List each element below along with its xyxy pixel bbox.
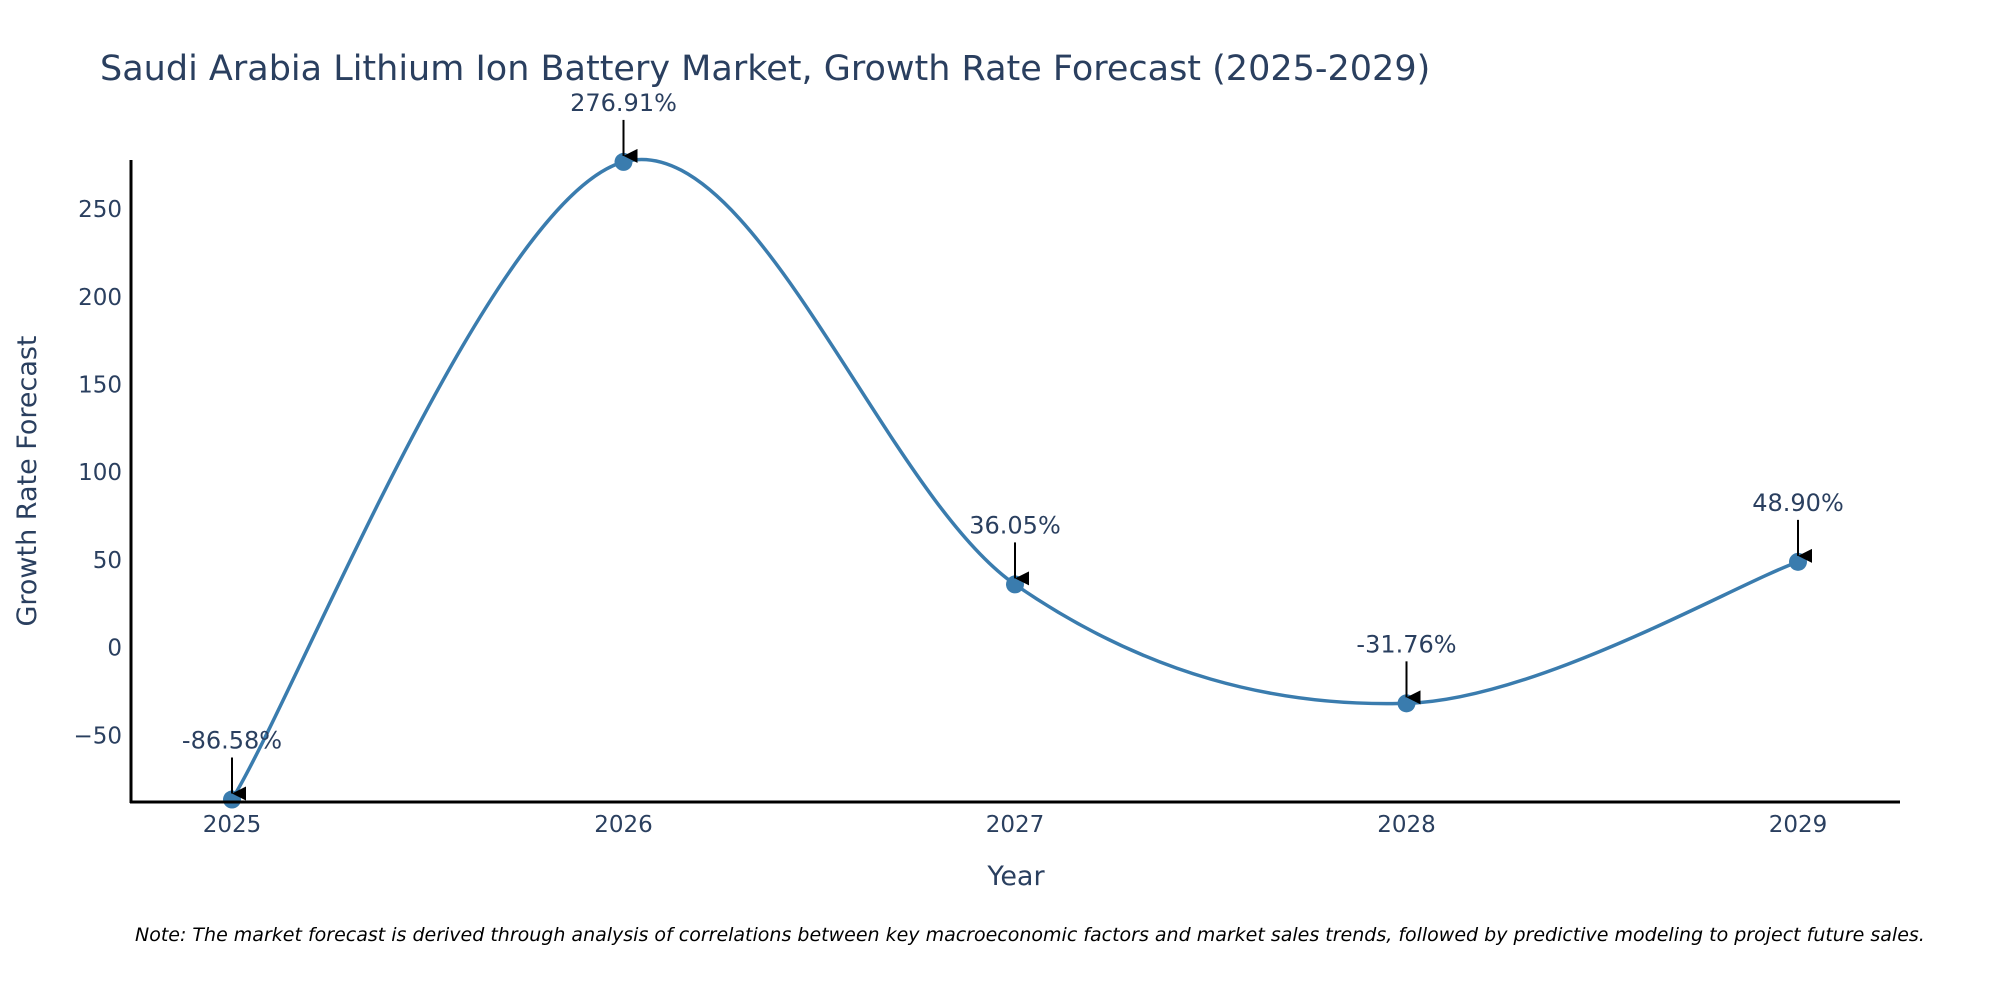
- y-tick-label: 200: [78, 285, 122, 311]
- x-tick-label: 2029: [1769, 812, 1828, 838]
- y-tick-label: 150: [78, 373, 122, 399]
- axes: [129, 160, 1900, 804]
- y-tick-label: 100: [78, 460, 122, 486]
- data-label: 276.91%: [570, 89, 677, 117]
- y-tick-label: −50: [73, 723, 122, 749]
- y-tick-label: 250: [78, 197, 122, 223]
- chart-title: Saudi Arabia Lithium Ion Battery Market,…: [100, 49, 1430, 89]
- data-label: -31.76%: [1356, 630, 1456, 658]
- x-tick-label: 2025: [203, 812, 262, 838]
- y-tick-labels: −50 0 50 100 150 200 250: [73, 197, 122, 749]
- data-label: -86.58%: [182, 727, 282, 755]
- plot-area: -86.58% 276.91% 36.05% -31.76% 48.90%: [182, 89, 1844, 809]
- data-label: 48.90%: [1752, 489, 1844, 517]
- footnote: Note: The market forecast is derived thr…: [135, 924, 1925, 946]
- x-tick-label: 2027: [986, 812, 1045, 838]
- series-line: [230, 157, 1799, 801]
- x-axis-title: Year: [986, 861, 1045, 892]
- x-tick-label: 2028: [1377, 812, 1436, 838]
- x-tick-label: 2026: [594, 812, 653, 838]
- data-label: 36.05%: [969, 511, 1061, 539]
- y-axis-title: Growth Rate Forecast: [12, 335, 43, 626]
- x-tick-labels: 2025 2026 2027 2028 2029: [203, 812, 1828, 838]
- y-tick-label: 0: [107, 636, 122, 662]
- y-tick-label: 50: [93, 548, 122, 574]
